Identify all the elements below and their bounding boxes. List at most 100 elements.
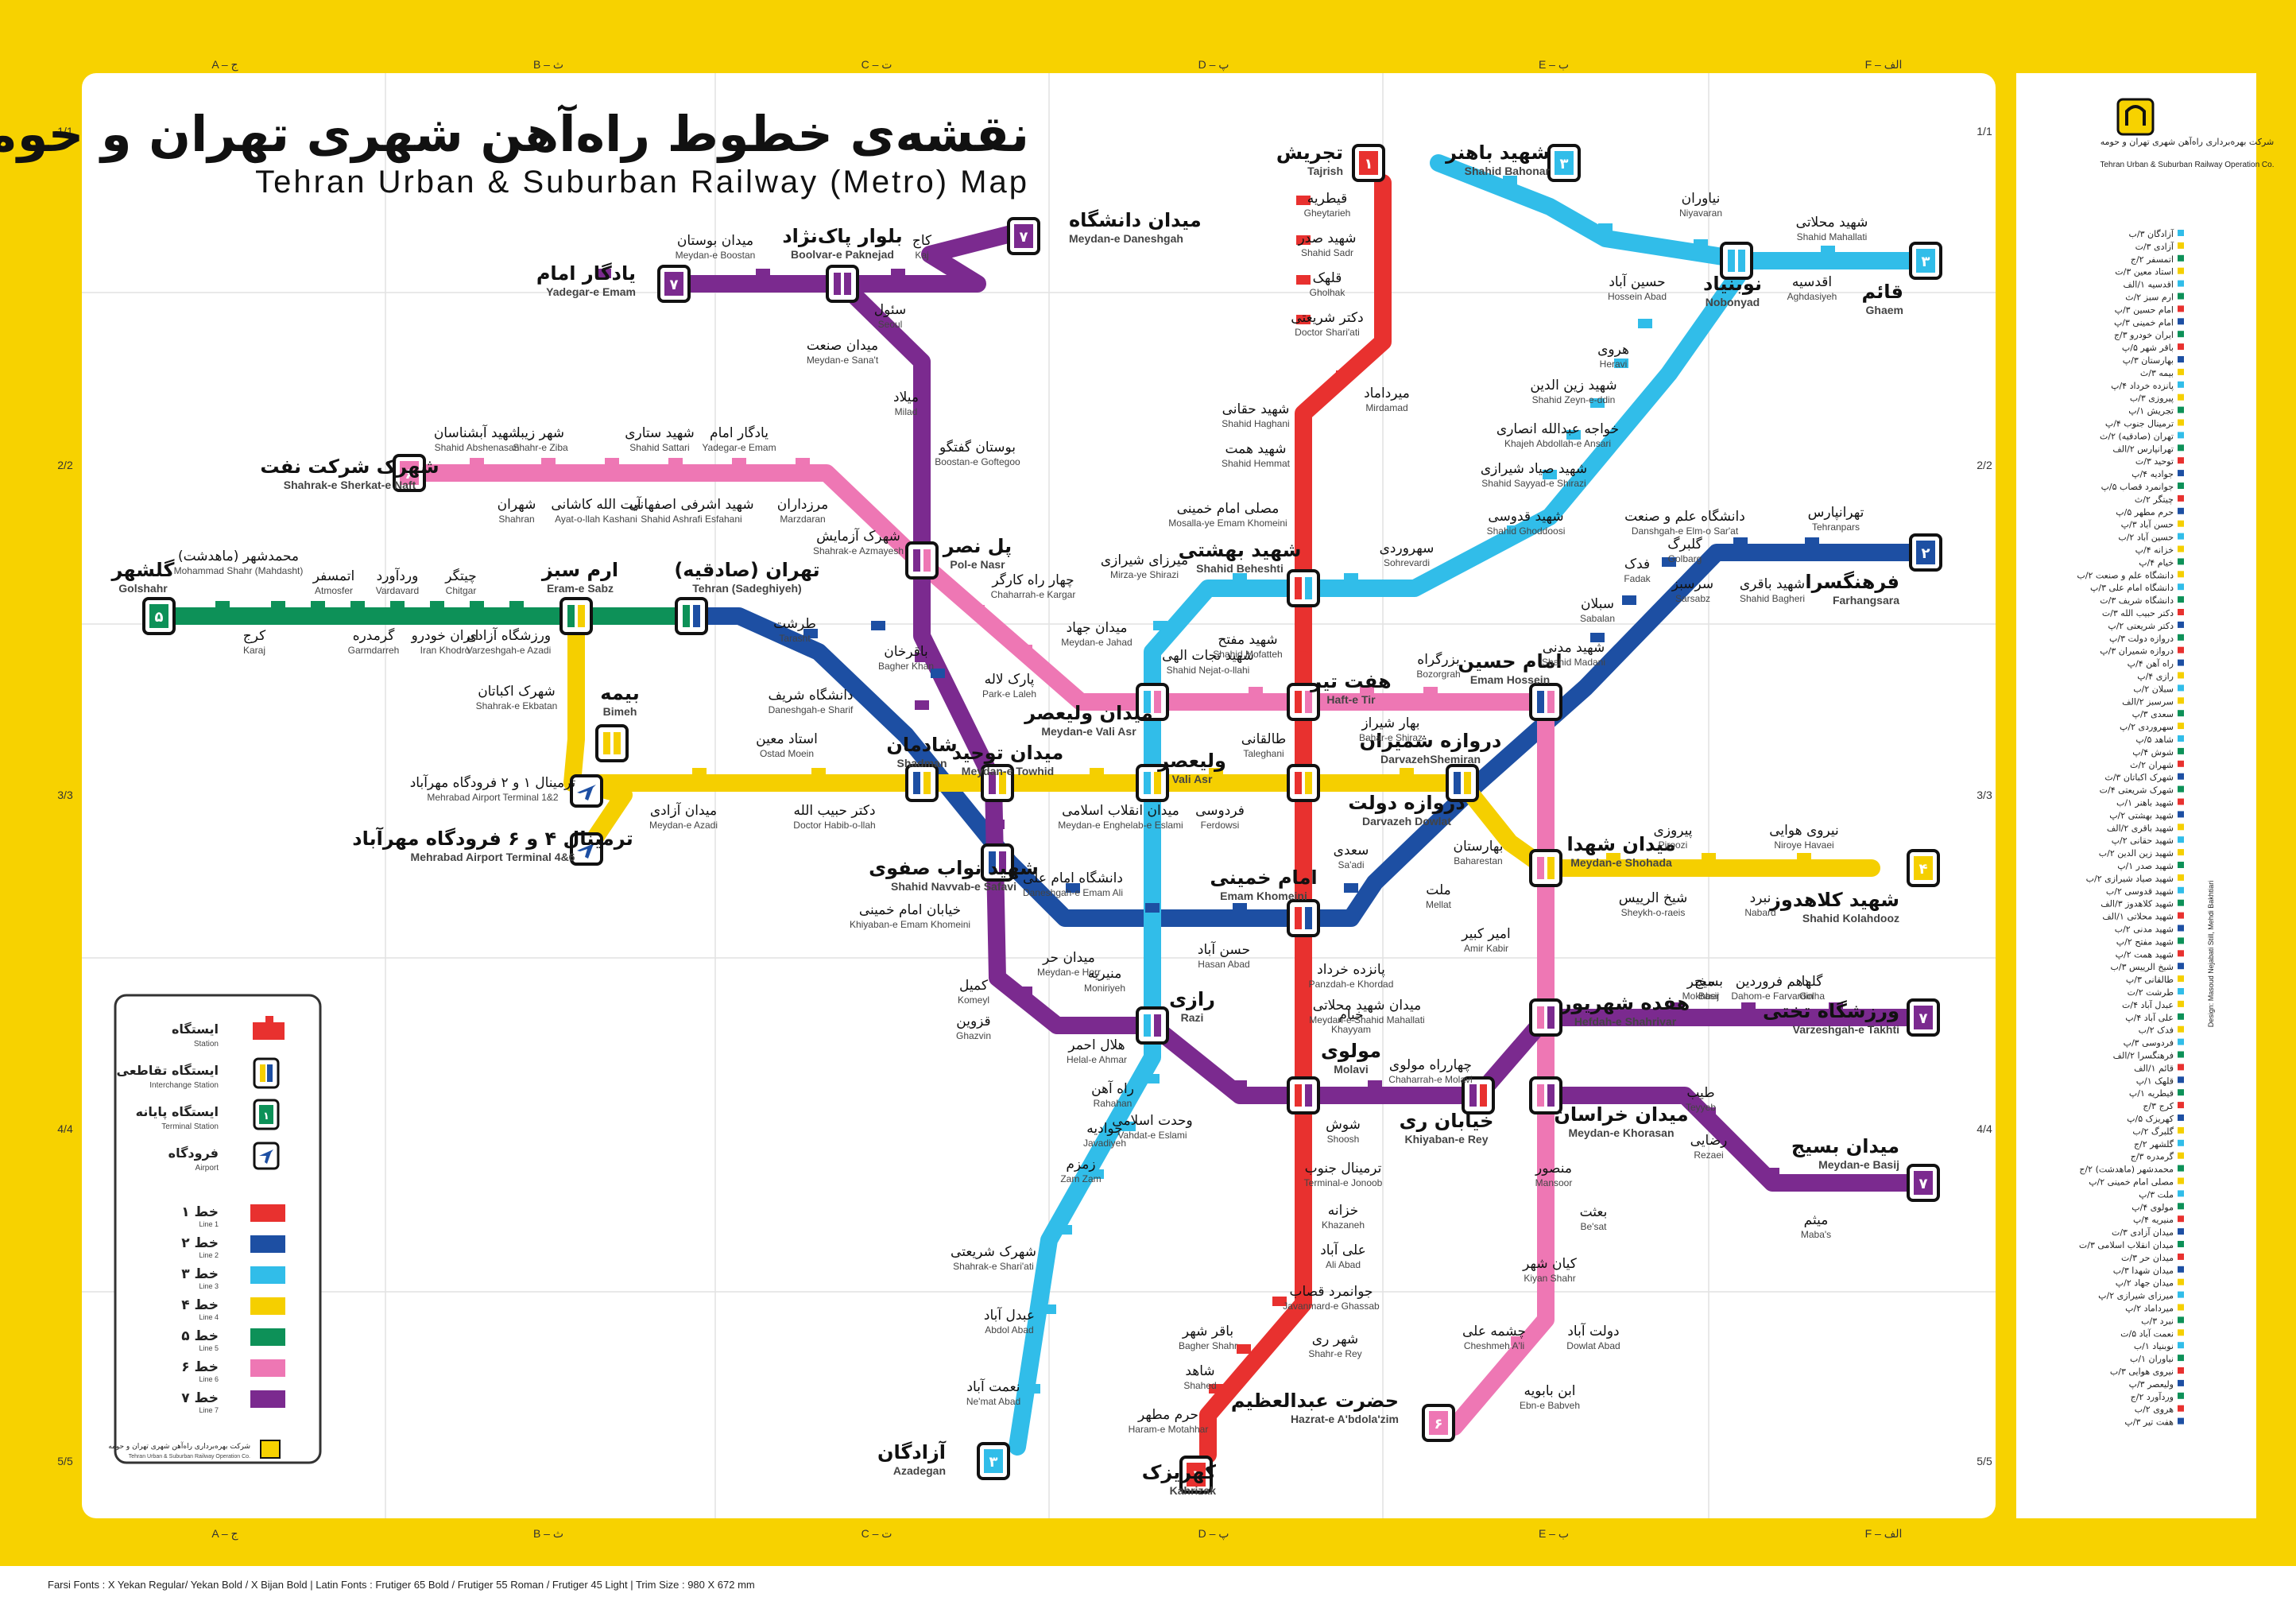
station-marker[interactable] [1598,223,1613,233]
terminal-station-marker[interactable]: ۷ [1907,1164,1940,1202]
terminal-station-marker[interactable]: ۳ [1909,242,1942,280]
station-marker[interactable] [732,458,746,467]
station-marker[interactable] [1797,853,1811,863]
station-marker[interactable] [1590,398,1605,408]
station-marker[interactable] [1539,939,1553,948]
interchange-station-marker[interactable] [1529,1076,1562,1114]
station-marker[interactable] [1805,537,1819,547]
station-marker[interactable] [1400,768,1414,777]
station-marker[interactable] [1209,1384,1223,1394]
station-marker[interactable] [1622,595,1636,605]
station-marker[interactable] [1606,853,1620,863]
station-marker[interactable] [1018,645,1032,654]
station-marker[interactable] [1296,975,1311,984]
terminal-station-marker[interactable]: ۷ [1007,217,1040,255]
interchange-station-marker[interactable] [1287,1076,1320,1114]
station-marker[interactable] [1026,1384,1040,1394]
station-marker[interactable] [1272,1297,1287,1306]
interchange-box[interactable] [559,597,593,635]
station-marker[interactable] [1662,557,1676,567]
interchange-station-marker[interactable] [905,541,939,580]
station-marker[interactable] [509,601,524,611]
terminal-station-marker[interactable]: ۶ [1422,1404,1455,1442]
station-marker[interactable] [390,601,405,611]
interchange-box[interactable] [1136,1006,1169,1045]
interchange-box[interactable] [1287,764,1320,802]
interchange-station-marker[interactable] [1136,764,1169,802]
station-marker[interactable] [1344,573,1358,583]
terminal-station-marker[interactable]: ۴ [1907,849,1940,887]
station-marker[interactable] [1344,883,1358,893]
station-marker[interactable] [271,601,285,611]
terminal-station-marker[interactable]: ۱ [1179,1456,1213,1494]
station-marker[interactable] [915,653,929,662]
station-marker[interactable] [1249,687,1263,696]
station-marker[interactable] [1507,525,1521,535]
interchange-box[interactable] [905,764,939,802]
station-marker[interactable] [1058,1225,1072,1235]
terminal-station-marker[interactable]: ۵ [142,597,176,635]
station-marker[interactable] [915,700,929,710]
station-marker[interactable] [605,458,619,467]
station-marker[interactable] [1153,621,1167,630]
station-marker[interactable] [1590,633,1605,642]
station-marker[interactable] [1090,1169,1104,1179]
station-marker[interactable] [1423,687,1438,696]
station-marker[interactable] [1296,275,1311,285]
station-marker[interactable] [1296,446,1311,455]
interchange-box[interactable] [905,541,939,580]
station-marker[interactable] [311,601,325,611]
interchange-box[interactable] [675,597,708,635]
interchange-box[interactable] [1529,998,1562,1037]
station-marker[interactable] [990,820,1005,829]
terminal-station-marker[interactable]: ۳ [1547,144,1581,182]
terminal-station-marker[interactable]: ۶ [393,454,426,492]
station-marker[interactable] [1296,525,1311,535]
station-marker[interactable] [1296,843,1311,853]
station-marker[interactable] [1237,1344,1251,1354]
terminal-station-marker[interactable]: ۷ [657,265,691,303]
station-marker[interactable] [1511,1336,1525,1346]
station-marker[interactable] [692,768,707,777]
interchange-station-marker[interactable] [1287,899,1320,937]
station-marker[interactable] [1829,1002,1843,1012]
station-marker[interactable] [1638,319,1652,328]
station-marker[interactable] [1066,883,1080,893]
station-marker[interactable] [970,605,985,614]
station-marker[interactable] [1296,235,1311,245]
station-marker[interactable] [569,669,583,678]
station-marker[interactable] [811,768,826,777]
airport-icon[interactable] [570,832,603,866]
station-marker[interactable] [1145,963,1160,972]
station-marker[interactable] [1614,359,1628,368]
station-marker[interactable] [350,601,365,611]
station-marker[interactable] [1296,315,1311,324]
station-marker[interactable] [1018,987,1032,996]
station-marker[interactable] [1233,903,1247,913]
station-marker[interactable] [1702,1107,1716,1117]
interchange-station-marker[interactable] [1136,683,1169,721]
station-marker[interactable] [915,382,929,392]
station-marker[interactable] [803,629,818,638]
interchange-station-marker[interactable] [1136,1006,1169,1045]
station-marker[interactable] [1145,1074,1160,1083]
station-marker[interactable] [1566,430,1581,440]
station-marker[interactable] [1733,537,1748,547]
interchange-station-marker[interactable] [1462,1076,1495,1114]
station-marker[interactable] [915,446,929,455]
interchange-station-marker[interactable] [595,724,629,762]
station-marker[interactable] [1296,1249,1311,1258]
station-marker[interactable] [1543,470,1557,479]
interchange-station-marker[interactable] [905,764,939,802]
interchange-station-marker[interactable] [981,843,1014,882]
station-marker[interactable] [470,601,484,611]
station-marker[interactable] [1296,1118,1311,1127]
station-marker[interactable] [1765,1168,1779,1177]
station-marker[interactable] [597,269,611,278]
station-marker[interactable] [1042,1304,1056,1314]
interchange-station-marker[interactable] [559,597,593,635]
station-marker[interactable] [1121,1122,1136,1131]
interchange-station-marker[interactable] [1529,998,1562,1037]
station-marker[interactable] [1368,1080,1382,1090]
station-marker[interactable] [1296,1165,1311,1175]
